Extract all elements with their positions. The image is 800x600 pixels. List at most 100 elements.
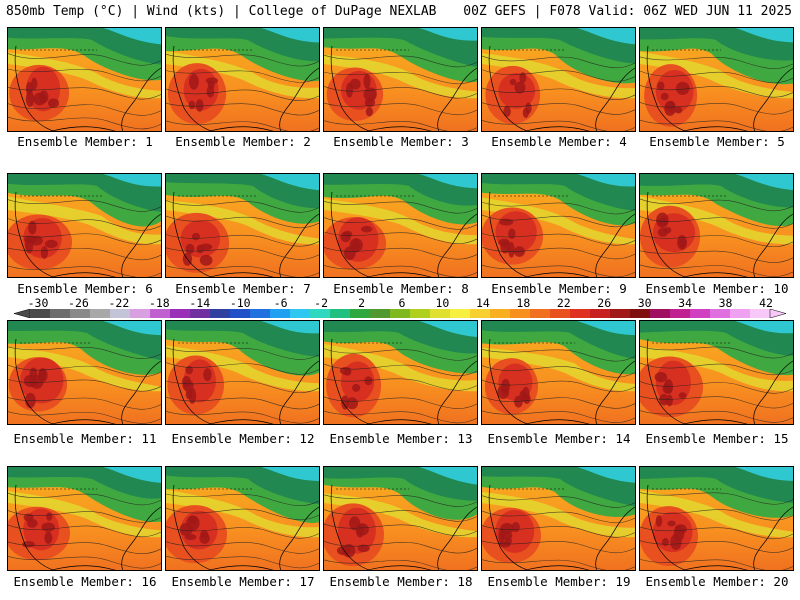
ensemble-member-label: Ensemble Member: 8 — [333, 281, 469, 296]
colorbar-tick-label: 34 — [678, 296, 693, 310]
colorbar-segment — [550, 309, 571, 318]
colorbar-tick-label: 30 — [637, 296, 652, 310]
ensemble-map-16 — [7, 466, 162, 571]
colorbar-tick-label: 26 — [597, 296, 612, 310]
colorbar-segment — [410, 309, 431, 318]
ensemble-map-9 — [481, 173, 636, 278]
ensemble-map-18 — [323, 466, 478, 571]
ensemble-map-3 — [323, 27, 478, 132]
ensemble-member-label: Ensemble Member: 3 — [333, 134, 469, 149]
colorbar-segment — [610, 309, 631, 318]
ensemble-member-label: Ensemble Member: 6 — [17, 281, 153, 296]
colorbar-segment — [110, 309, 131, 318]
colorbar-max-arrow — [769, 309, 786, 318]
ensemble-map-2 — [165, 27, 320, 132]
colorbar-segment — [270, 309, 291, 318]
colorbar-tick-label: -26 — [68, 296, 89, 310]
ensemble-member-label: Ensemble Member: 20 — [645, 574, 789, 589]
ensemble-member-label: Ensemble Member: 14 — [487, 431, 631, 446]
temperature-colorbar — [14, 309, 786, 318]
ensemble-member-label: Ensemble Member: 1 — [17, 134, 153, 149]
colorbar-segment — [590, 309, 611, 318]
colorbar-segment — [570, 309, 591, 318]
colorbar-tick-label: -18 — [148, 296, 170, 310]
ensemble-map-6 — [7, 173, 162, 278]
colorbar-segment — [710, 309, 731, 318]
colorbar-segment — [310, 309, 331, 318]
colorbar-segment — [490, 309, 511, 318]
colorbar-segment — [30, 309, 51, 318]
colorbar-tick-label: -14 — [189, 296, 211, 310]
colorbar-tick-label: -30 — [27, 296, 49, 310]
ensemble-member-label: Ensemble Member: 7 — [175, 281, 311, 296]
ensemble-member-label: Ensemble Member: 10 — [645, 281, 789, 296]
colorbar-segment — [630, 309, 651, 318]
colorbar-segment — [650, 309, 671, 318]
colorbar-segment — [290, 309, 311, 318]
colorbar-segment — [430, 309, 451, 318]
ensemble-member-label: Ensemble Member: 4 — [491, 134, 627, 149]
colorbar-segment — [530, 309, 551, 318]
colorbar-segment — [50, 309, 71, 318]
colorbar-tick-label: 2 — [358, 296, 366, 310]
colorbar-tick-label: 10 — [435, 296, 450, 310]
colorbar-segment — [210, 309, 231, 318]
ensemble-member-label: Ensemble Member: 18 — [329, 574, 473, 589]
ensemble-map-1 — [7, 27, 162, 132]
colorbar-tick-label: -22 — [108, 296, 130, 310]
colorbar-segment — [190, 309, 211, 318]
ensemble-member-label: Ensemble Member: 15 — [645, 431, 789, 446]
colorbar-segment — [470, 309, 491, 318]
colorbar-segment — [390, 309, 411, 318]
colorbar-segment — [350, 309, 371, 318]
colorbar-segment — [170, 309, 191, 318]
ensemble-member-label: Ensemble Member: 13 — [329, 431, 473, 446]
colorbar-tick-label: -6 — [273, 296, 288, 310]
ensemble-map-4 — [481, 27, 636, 132]
ensemble-member-label: Ensemble Member: 11 — [13, 431, 157, 446]
ensemble-map-10 — [639, 173, 794, 278]
colorbar-segment — [90, 309, 111, 318]
colorbar-segment — [130, 309, 151, 318]
ensemble-member-label: Ensemble Member: 2 — [175, 134, 311, 149]
run-valid-time: 00Z GEFS | F078 Valid: 06Z WED JUN 11 20… — [463, 4, 792, 19]
colorbar-segment — [250, 309, 271, 318]
colorbar-min-arrow — [14, 309, 31, 318]
ensemble-member-label: Ensemble Member: 9 — [491, 281, 627, 296]
ensemble-map-12 — [165, 320, 320, 425]
colorbar-segment — [70, 309, 91, 318]
ensemble-member-label: Ensemble Member: 19 — [487, 574, 631, 589]
ensemble-map-7 — [165, 173, 320, 278]
ensemble-member-label: Ensemble Member: 17 — [171, 574, 315, 589]
ensemble-map-19 — [481, 466, 636, 571]
colorbar-segment — [450, 309, 471, 318]
ensemble-map-13 — [323, 320, 478, 425]
colorbar-tick-label: 18 — [516, 296, 531, 310]
ensemble-map-14 — [481, 320, 636, 425]
map-title: 850mb Temp (°C) | Wind (kts) | College o… — [6, 4, 437, 19]
ensemble-map-5 — [639, 27, 794, 132]
ensemble-member-label: Ensemble Member: 16 — [13, 574, 157, 589]
colorbar-segment — [670, 309, 691, 318]
colorbar-segment — [510, 309, 531, 318]
colorbar-tick-label: -2 — [314, 296, 329, 310]
colorbar-segment — [750, 309, 771, 318]
colorbar-tick-label: 38 — [718, 296, 733, 310]
colorbar-segment — [690, 309, 711, 318]
ensemble-map-17 — [165, 466, 320, 571]
ensemble-map-20 — [639, 466, 794, 571]
colorbar-segment — [150, 309, 171, 318]
colorbar-segment — [730, 309, 751, 318]
ensemble-map-15 — [639, 320, 794, 425]
colorbar-segment — [330, 309, 351, 318]
colorbar-tick-label: 6 — [398, 296, 406, 310]
colorbar-tick-label: 14 — [475, 296, 490, 310]
colorbar-tick-label: 42 — [759, 296, 773, 310]
colorbar-segment — [370, 309, 391, 318]
ensemble-map-11 — [7, 320, 162, 425]
colorbar-segment — [230, 309, 251, 318]
colorbar-tick-label: -10 — [229, 296, 251, 310]
ensemble-member-label: Ensemble Member: 12 — [171, 431, 315, 446]
colorbar-tick-label: 22 — [556, 296, 571, 310]
ensemble-map-8 — [323, 173, 478, 278]
